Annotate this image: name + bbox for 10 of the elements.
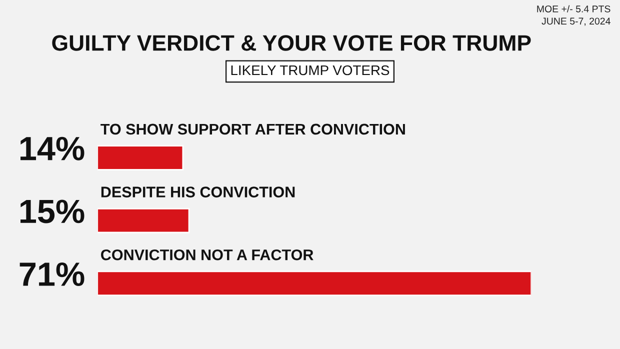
y-tick-label: DESPITE HIS CONVICTION	[101, 186, 295, 198]
data-label: 71%	[20, 262, 84, 286]
data-label: 15%	[20, 200, 84, 224]
y-tick-label: TO SHOW SUPPORT AFTER CONVICTION	[100, 124, 405, 135]
chart-subtitle: LIKELY TRUMP VOTERS	[231, 65, 390, 76]
data-label: 14%	[20, 136, 84, 160]
text: JUNE 5-7, 2024	[542, 18, 610, 26]
chart-title: GUILTY VERDICT & YOUR VOTE FOR TRUMP	[52, 35, 531, 51]
y-tick-label: CONVICTION NOT A FACTOR	[101, 249, 314, 260]
text: MOE +/- 5.4 PTS	[537, 5, 610, 12]
